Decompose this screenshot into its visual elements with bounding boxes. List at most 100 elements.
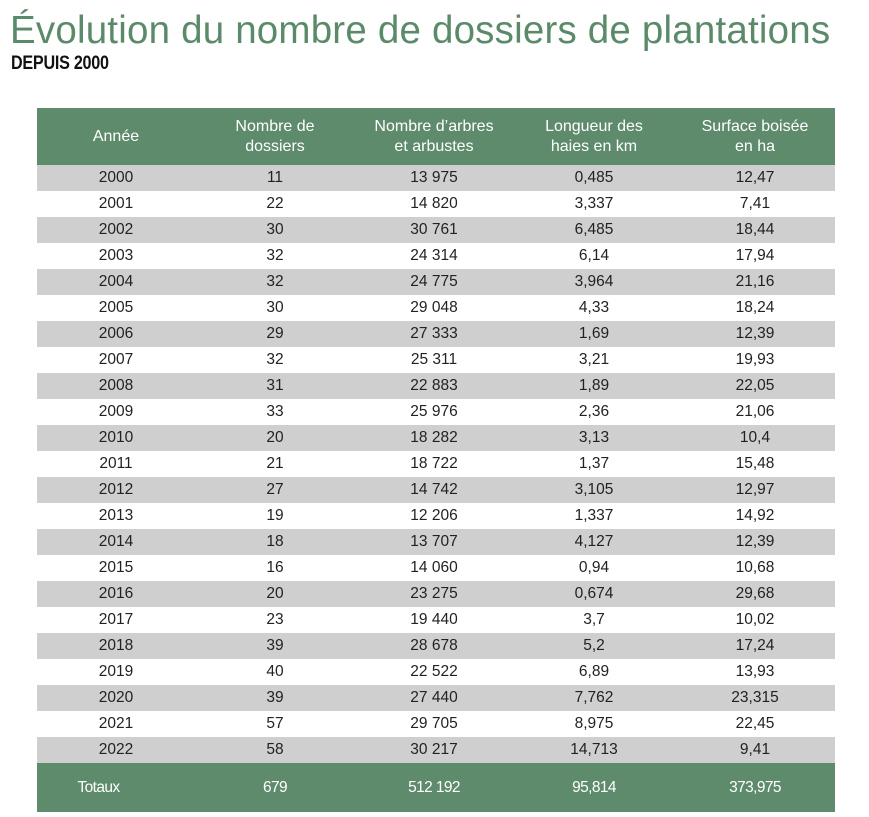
cell-surface: 23,315: [675, 685, 835, 711]
table-header-row: Année Nombre de dossiers Nombre d’arbres e…: [37, 108, 835, 165]
cell-dossiers: 16: [195, 555, 355, 581]
totals-haies: 95,814: [513, 763, 675, 812]
cell-arbres: 14 820: [355, 191, 513, 217]
cell-surface: 10,68: [675, 555, 835, 581]
cell-arbres: 22 883: [355, 373, 513, 399]
table-row: 2002 30 30 761 6,485 18,44: [37, 217, 835, 243]
table-row: 2009 33 25 976 2,36 21,06: [37, 399, 835, 425]
cell-arbres: 22 522: [355, 659, 513, 685]
totals-dossiers: 679: [195, 763, 355, 812]
cell-haies: 6,89: [513, 659, 675, 685]
table-body: 2000 11 13 975 0,485 12,47 2001 22 14 820 3,337 7…: [37, 165, 835, 763]
column-header-annee: Année: [37, 108, 195, 165]
table-row: 2013 19 12 206 1,337 14,92: [37, 503, 835, 529]
cell-arbres: 25 976: [355, 399, 513, 425]
table-row: 2003 32 24 314 6,14 17,94: [37, 243, 835, 269]
cell-haies: 6,485: [513, 217, 675, 243]
cell-dossiers: 30: [195, 295, 355, 321]
table-row: 2015 16 14 060 0,94 10,68: [37, 555, 835, 581]
cell-haies: 3,7: [513, 607, 675, 633]
cell-annee: 2004: [37, 269, 195, 295]
cell-dossiers: 58: [195, 737, 355, 763]
cell-haies: 5,2: [513, 633, 675, 659]
column-header-dossiers: Nombre de dossiers: [195, 108, 355, 165]
cell-arbres: 28 678: [355, 633, 513, 659]
cell-annee: 2020: [37, 685, 195, 711]
cell-dossiers: 32: [195, 269, 355, 295]
cell-arbres: 14 742: [355, 477, 513, 503]
cell-surface: 14,92: [675, 503, 835, 529]
cell-arbres: 18 282: [355, 425, 513, 451]
cell-haies: 1,89: [513, 373, 675, 399]
cell-annee: 2016: [37, 581, 195, 607]
cell-dossiers: 19: [195, 503, 355, 529]
cell-haies: 0,674: [513, 581, 675, 607]
cell-haies: 3,13: [513, 425, 675, 451]
cell-arbres: 12 206: [355, 503, 513, 529]
table-row: 2010 20 18 282 3,13 10,4: [37, 425, 835, 451]
cell-arbres: 27 440: [355, 685, 513, 711]
cell-haies: 2,36: [513, 399, 675, 425]
cell-haies: 4,127: [513, 529, 675, 555]
cell-surface: 12,47: [675, 165, 835, 191]
cell-annee: 2005: [37, 295, 195, 321]
cell-annee: 2009: [37, 399, 195, 425]
page-title: Évolution du nombre de dossiers de plant…: [10, 9, 831, 52]
cell-surface: 12,39: [675, 321, 835, 347]
totals-row: Totaux 679 512 192 95,814 373,975: [37, 763, 835, 812]
cell-surface: 7,41: [675, 191, 835, 217]
table-row: 2018 39 28 678 5,2 17,24: [37, 633, 835, 659]
cell-annee: 2013: [37, 503, 195, 529]
cell-surface: 12,39: [675, 529, 835, 555]
cell-haies: 8,975: [513, 711, 675, 737]
table-row: 2008 31 22 883 1,89 22,05: [37, 373, 835, 399]
cell-dossiers: 11: [195, 165, 355, 191]
cell-arbres: 30 217: [355, 737, 513, 763]
cell-haies: 14,713: [513, 737, 675, 763]
cell-dossiers: 39: [195, 685, 355, 711]
cell-annee: 2011: [37, 451, 195, 477]
table-row: 2001 22 14 820 3,337 7,41: [37, 191, 835, 217]
table-row: 2014 18 13 707 4,127 12,39: [37, 529, 835, 555]
cell-surface: 17,94: [675, 243, 835, 269]
cell-annee: 2015: [37, 555, 195, 581]
cell-surface: 10,4: [675, 425, 835, 451]
cell-annee: 2002: [37, 217, 195, 243]
cell-arbres: 13 975: [355, 165, 513, 191]
cell-annee: 2003: [37, 243, 195, 269]
cell-surface: 22,45: [675, 711, 835, 737]
cell-dossiers: 27: [195, 477, 355, 503]
cell-haies: 0,94: [513, 555, 675, 581]
page-subtitle: DEPUIS 2000: [11, 53, 109, 74]
cell-haies: 3,21: [513, 347, 675, 373]
cell-surface: 10,02: [675, 607, 835, 633]
cell-surface: 22,05: [675, 373, 835, 399]
cell-annee: 2022: [37, 737, 195, 763]
cell-dossiers: 32: [195, 243, 355, 269]
cell-surface: 19,93: [675, 347, 835, 373]
totals-arbres: 512 192: [355, 763, 513, 812]
cell-arbres: 24 314: [355, 243, 513, 269]
cell-dossiers: 33: [195, 399, 355, 425]
cell-dossiers: 30: [195, 217, 355, 243]
table-row: 2019 40 22 522 6,89 13,93: [37, 659, 835, 685]
cell-surface: 29,68: [675, 581, 835, 607]
cell-haies: 3,105: [513, 477, 675, 503]
cell-surface: 18,24: [675, 295, 835, 321]
column-header-surface: Surface boisée en ha: [675, 108, 835, 165]
table-row: 2020 39 27 440 7,762 23,315: [37, 685, 835, 711]
cell-arbres: 19 440: [355, 607, 513, 633]
column-header-haies: Longueur des haies en km: [513, 108, 675, 165]
cell-haies: 6,14: [513, 243, 675, 269]
cell-dossiers: 20: [195, 581, 355, 607]
cell-dossiers: 29: [195, 321, 355, 347]
cell-surface: 15,48: [675, 451, 835, 477]
cell-dossiers: 31: [195, 373, 355, 399]
table-row: 2000 11 13 975 0,485 12,47: [37, 165, 835, 191]
cell-haies: 1,337: [513, 503, 675, 529]
cell-haies: 3,337: [513, 191, 675, 217]
cell-annee: 2019: [37, 659, 195, 685]
cell-haies: 4,33: [513, 295, 675, 321]
cell-surface: 18,44: [675, 217, 835, 243]
cell-arbres: 18 722: [355, 451, 513, 477]
